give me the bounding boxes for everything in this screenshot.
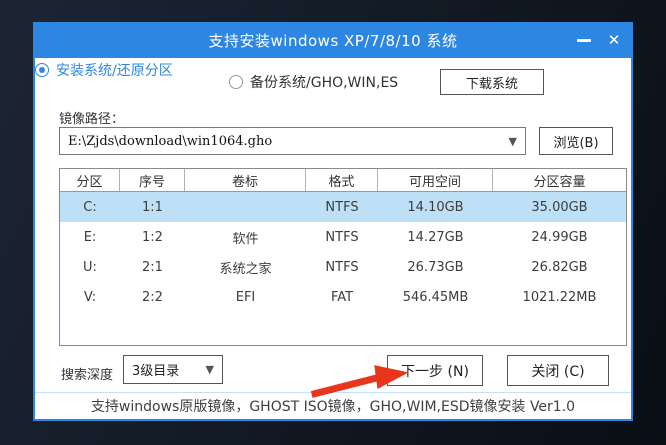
- search-depth-label: 搜索深度: [61, 368, 114, 383]
- status-bar: 支持windows原版镜像，GHOST ISO镜像，GHO,WIM,ESD镜像安…: [35, 393, 631, 419]
- column-header[interactable]: 格式: [306, 169, 378, 191]
- cell-free-space: 14.27GB: [407, 229, 464, 245]
- cell-drive: E:: [83, 229, 97, 245]
- cell-index: 1:1: [142, 199, 163, 215]
- cell-capacity: 35.00GB: [531, 199, 588, 215]
- radio-install-label: 安装系统/还原分区: [56, 63, 173, 79]
- search-depth-value: 3级目录: [132, 364, 180, 379]
- titlebar[interactable]: 支持安装windows XP/7/8/10 系统 ✕: [33, 22, 633, 58]
- cell-index: 2:1: [142, 259, 163, 275]
- cell-capacity: 1021.22MB: [522, 289, 597, 305]
- close-window-button[interactable]: 关闭 (C): [507, 355, 609, 386]
- column-header[interactable]: 可用空间: [378, 169, 493, 191]
- close-button[interactable]: ✕: [599, 22, 629, 58]
- image-path-label: 镜像路径：: [59, 112, 125, 127]
- chevron-down-icon[interactable]: ▼: [508, 134, 517, 148]
- cell-volume-label: 系统之家: [219, 261, 272, 277]
- radio-unselected-icon: [229, 75, 243, 89]
- minimize-button[interactable]: [569, 22, 599, 58]
- partition-table: 分区 序号 卷标 格式 可用空间 分区容量 C: 1:1 NTFS 14.10GB 35.…: [59, 168, 627, 346]
- cell-volume-label: EFI: [235, 289, 256, 305]
- cell-drive: C:: [83, 199, 97, 215]
- search-depth-dropdown[interactable]: 3级目录 ▼: [123, 355, 223, 384]
- column-header[interactable]: 卷标: [185, 169, 306, 191]
- partition-table-body: C: 1:1 NTFS 14.10GB 35.00GB E: 1:2 软件 NT…: [60, 192, 626, 312]
- cell-drive: V:: [83, 289, 97, 305]
- column-header[interactable]: 分区: [60, 169, 120, 191]
- cell-drive: U:: [83, 259, 97, 275]
- cell-volume-label: 软件: [232, 231, 259, 247]
- cell-free-space: 14.10GB: [407, 199, 464, 215]
- table-row[interactable]: C: 1:1 NTFS 14.10GB 35.00GB: [60, 192, 626, 222]
- radio-backup-label: 备份系统/GHO,WIN,ES: [250, 75, 399, 91]
- partition-table-header: 分区 序号 卷标 格式 可用空间 分区容量: [60, 169, 626, 192]
- cell-index: 2:2: [142, 289, 163, 305]
- download-system-button[interactable]: 下载系统: [440, 69, 544, 95]
- radio-backup-system[interactable]: 备份系统/GHO,WIN,ES: [229, 72, 398, 92]
- next-step-button[interactable]: 下一步 (N): [387, 355, 483, 386]
- radio-install-restore[interactable]: 安装系统/还原分区: [35, 60, 173, 80]
- cell-format: NTFS: [325, 199, 359, 215]
- cell-format: NTFS: [325, 229, 359, 245]
- column-header[interactable]: 序号: [120, 169, 185, 191]
- cell-free-space: 546.45MB: [402, 289, 469, 305]
- cell-capacity: 26.82GB: [531, 259, 588, 275]
- image-path-combobox[interactable]: E:\Zjds\download\win1064.gho ▼: [59, 127, 526, 155]
- cell-free-space: 26.73GB: [407, 259, 464, 275]
- browse-button[interactable]: 浏览(B): [539, 127, 613, 155]
- radio-selected-icon: [35, 63, 49, 77]
- minimize-icon: [577, 38, 591, 42]
- image-path-value: E:\Zjds\download\win1064.gho: [68, 133, 273, 149]
- table-row[interactable]: V: 2:2 EFI FAT 546.45MB 1021.22MB: [60, 282, 626, 312]
- cell-format: NTFS: [325, 259, 359, 275]
- cell-index: 1:2: [142, 229, 163, 245]
- close-icon: ✕: [607, 30, 621, 49]
- cell-format: FAT: [330, 289, 354, 305]
- column-header[interactable]: 分区容量: [533, 174, 586, 190]
- cell-volume-label: [185, 192, 306, 222]
- table-row[interactable]: U: 2:1 系统之家 NTFS 26.73GB 26.82GB: [60, 252, 626, 282]
- installer-window: 支持安装windows XP/7/8/10 系统 ✕ 安装系统/还原分区 备份系…: [33, 22, 633, 421]
- mode-selection-row: 安装系统/还原分区 备份系统/GHO,WIN,ES 下载系统: [35, 60, 631, 100]
- chevron-down-icon: ▼: [205, 363, 214, 376]
- window-title: 支持安装windows XP/7/8/10 系统: [208, 31, 458, 50]
- table-row[interactable]: E: 1:2 软件 NTFS 14.27GB 24.99GB: [60, 222, 626, 252]
- cell-capacity: 24.99GB: [531, 229, 588, 245]
